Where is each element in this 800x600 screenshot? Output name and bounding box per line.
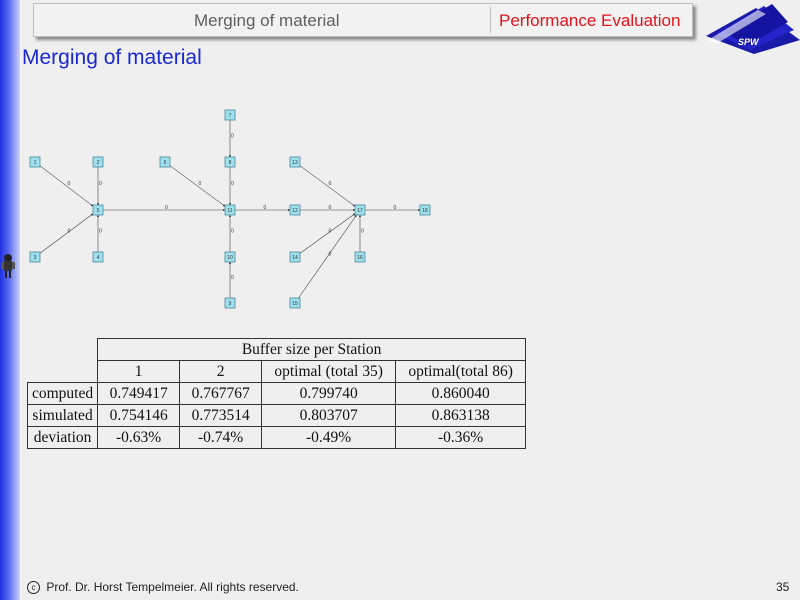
edge-label: 0	[99, 229, 102, 235]
row-label: simulated	[26, 404, 99, 427]
table-cell: -0.49%	[261, 426, 397, 449]
node-label: 8	[229, 160, 232, 166]
node-label: 15	[292, 301, 298, 307]
slide-header: Merging of material Performance Evaluati…	[33, 3, 693, 37]
node-label: 4	[97, 255, 100, 261]
edge-label: 0	[199, 181, 202, 187]
logo-text: SPW	[738, 37, 760, 47]
node-1: 1	[29, 156, 41, 168]
edge-label: 0	[361, 229, 364, 235]
edge-13-17	[299, 165, 356, 207]
node-2: 2	[92, 156, 104, 168]
edge-label: 0	[99, 181, 102, 187]
edge-label: 0	[329, 252, 332, 258]
copyright-icon: c	[27, 581, 40, 595]
edge-label: 0	[394, 205, 397, 211]
node-label: 2	[97, 160, 100, 166]
table-cell: 0.863138	[395, 404, 527, 427]
node-label: 1	[34, 160, 37, 166]
table-cell: -0.74%	[179, 426, 263, 449]
edge-label: 0	[329, 205, 332, 211]
table-cell: 0.860040	[395, 382, 527, 405]
table-cell: 0.799740	[261, 382, 397, 405]
edge-label: 0	[329, 181, 332, 187]
table-group-header-row: Buffer size per Station	[28, 338, 527, 361]
edge-label: 0	[231, 181, 234, 187]
header-section-title: Merging of material	[194, 11, 340, 30]
edge-label: 0	[68, 229, 71, 235]
row-label: deviation	[26, 426, 99, 449]
node-12: 12	[289, 204, 301, 216]
footer-copyright: c Prof. Dr. Horst Tempelmeier. All right…	[27, 580, 299, 595]
results-table: Buffer size per Station 1 2 optimal (tot…	[26, 338, 527, 449]
spw-logo: SPW	[706, 4, 800, 54]
node-label: 6	[164, 160, 167, 166]
node-label: 10	[227, 255, 233, 261]
table-column-header-row: 1 2 optimal (total 35) optimal(total 86)	[28, 360, 527, 383]
edge-label: 0	[264, 205, 267, 211]
table-cell: 0.767767	[179, 382, 263, 405]
node-13: 13	[289, 156, 301, 168]
edge-label: 0	[231, 229, 234, 235]
edge-15-17	[298, 214, 357, 299]
node-10: 10	[224, 251, 236, 263]
node-5: 5	[92, 204, 104, 216]
table-cell: -0.63%	[97, 426, 181, 449]
mascot-icon	[1, 254, 15, 278]
node-14: 14	[289, 251, 301, 263]
row-label: computed	[26, 382, 99, 405]
node-label: 7	[229, 113, 232, 119]
edge-label: 0	[329, 229, 332, 235]
group-header-cell: Buffer size per Station	[97, 338, 527, 361]
edge-label: 0	[231, 275, 234, 281]
header-divider	[490, 7, 491, 33]
node-label: 13	[292, 160, 298, 166]
node-label: 14	[292, 255, 298, 261]
node-8: 8	[224, 156, 236, 168]
node-16: 16	[354, 251, 366, 263]
node-3: 3	[29, 251, 41, 263]
node-label: 3	[34, 255, 37, 261]
slide-title: Merging of material	[22, 46, 202, 69]
node-18: 18	[419, 204, 431, 216]
column-header: optimal (total 35)	[261, 360, 397, 383]
node-4: 4	[92, 251, 104, 263]
edge-label: 0	[231, 134, 234, 140]
node-11: 11	[224, 204, 236, 216]
table-cell: 0.754146	[97, 404, 181, 427]
header-chapter-title: Performance Evaluation	[499, 11, 681, 30]
left-gradient-bar	[0, 0, 20, 600]
table-row: simulated 0.754146 0.773514 0.803707 0.8…	[26, 404, 527, 427]
node-17: 17	[354, 204, 366, 216]
column-header: 1	[97, 360, 181, 383]
node-label: 18	[422, 208, 428, 214]
edge-6-11	[169, 165, 226, 207]
table-cell: 0.749417	[97, 382, 181, 405]
table-cell: 0.803707	[261, 404, 397, 427]
table-row: computed 0.749417 0.767767 0.799740 0.86…	[26, 382, 527, 405]
table-cell: 0.773514	[179, 404, 263, 427]
edge-label: 0	[68, 181, 71, 187]
node-label: 12	[292, 208, 298, 214]
node-label: 16	[357, 255, 363, 261]
table-row: deviation -0.63% -0.74% -0.49% -0.36%	[26, 426, 527, 449]
edge-3-5	[39, 213, 94, 254]
node-label: 5	[97, 208, 100, 214]
edge-1-5	[39, 165, 94, 207]
node-7: 7	[224, 109, 236, 121]
node-label: 11	[227, 208, 232, 214]
edge-14-17	[299, 213, 356, 254]
page-number: 35	[776, 580, 790, 594]
node-label: 17	[357, 208, 363, 214]
column-header: 2	[179, 360, 263, 383]
node-15: 15	[289, 297, 301, 309]
node-label: 9	[229, 301, 232, 307]
node-6: 6	[159, 156, 171, 168]
table-cell: -0.36%	[395, 426, 527, 449]
edge-label: 0	[165, 205, 168, 211]
column-header: optimal(total 86)	[395, 360, 527, 383]
node-9: 9	[224, 297, 236, 309]
footer-text: Prof. Dr. Horst Tempelmeier. All rights …	[46, 580, 299, 594]
